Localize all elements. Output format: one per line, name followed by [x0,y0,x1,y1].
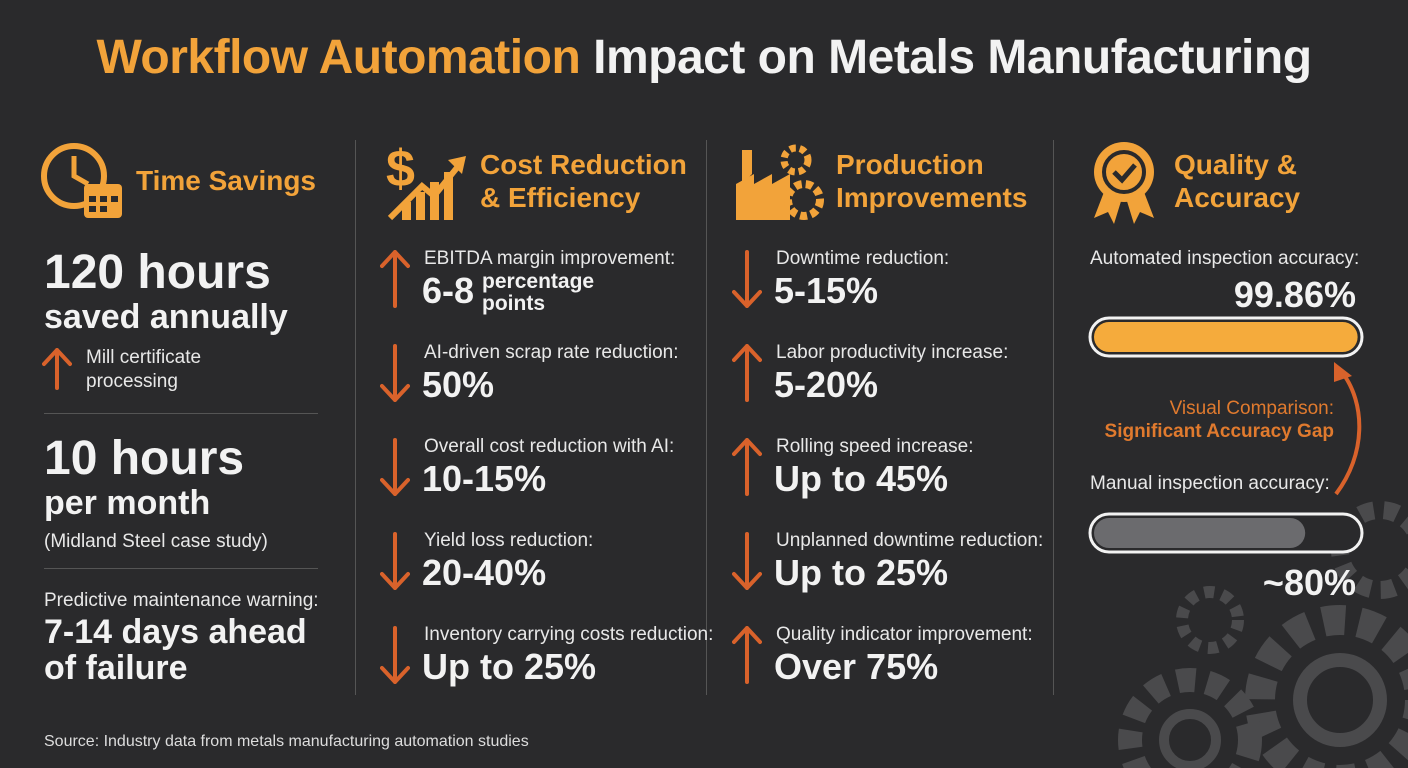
item-value: Up to 25% [774,552,948,594]
item-value: 10-15% [422,458,546,500]
time-sub: per month [44,484,211,522]
item-label: Rolling speed increase: [776,436,974,457]
value-text: Up to 25% [774,552,949,593]
item-label: Labor productivity increase: [776,342,1009,363]
comparison-line2: Significant Accuracy Gap [1104,421,1334,442]
heading-line: Accuracy [1174,182,1301,213]
arrow-down [380,438,410,496]
bar-fill [1094,518,1306,548]
item-label: Overall cost reduction with AI: [424,436,675,457]
item-value: Up to 45% [774,458,948,500]
value-text: 20-40% [422,552,547,593]
divider [1053,140,1054,695]
arrow-path [42,348,72,390]
value-text: Over 75% [774,646,939,687]
accuracy-bars [1088,316,1364,554]
arrow-up [380,250,410,308]
production-heading: Production Improvements [836,148,1027,214]
value-unit: percentage points [482,270,595,316]
item-label: Unplanned downtime reduction: [776,530,1044,551]
arrow-path [732,532,762,590]
manual-value: ~80% [1262,562,1356,603]
heading-line: Improvements [836,182,1028,213]
cost-icon: $ [386,140,466,221]
arrow-down [732,532,762,590]
item-value: 5-20% [774,364,878,406]
separator [44,413,318,414]
heading-line: Production [836,149,984,180]
arrow-down [380,626,410,684]
time-heading: Time Savings [136,165,317,196]
time-note: (Midland Steel case study) [44,531,268,552]
arrow-path [732,344,762,402]
time-big: 120 hours [44,246,271,299]
cost-heading: Cost Reduction & Efficiency [480,148,687,214]
arrow-down [732,250,762,308]
item-label: Downtime reduction: [776,248,950,269]
item-label: EBITDA margin improvement: [424,248,676,269]
value-text: 6-8 [422,270,475,311]
item-label: AI-driven scrap rate reduction: [424,342,679,363]
arrow-path [380,344,410,402]
arrow-path [732,438,762,496]
value-text: Up to 25% [422,646,597,687]
value-text: 5-20% [774,364,879,405]
title-rest: Impact on Metals Manufacturing [593,31,1312,84]
arrow-down [380,344,410,402]
heading-line: Cost Reduction [480,149,687,180]
time-value: 7-14 days ahead of failure [44,613,307,687]
item-value: 20-40% [422,552,546,594]
value-text: 50% [422,364,495,405]
heading-line: Quality & [1174,149,1297,180]
item-value: Over 75% [774,646,938,688]
time-sub: saved annually [44,298,288,336]
item-value: Up to 25% [422,646,596,688]
comparison-line1: Visual Comparison: [1169,398,1334,419]
item-label: Yield loss reduction: [424,530,594,551]
separator [44,568,318,569]
value-text: 5-15% [774,270,879,311]
automated-label: Automated inspection accuracy: [1090,248,1360,269]
arrow-path [380,438,410,496]
item-value: 50% [422,364,494,406]
arrow-up [732,626,762,684]
factory-icon [736,144,824,220]
arrow-down [380,532,410,590]
clock-icon [41,143,122,218]
time-label: Predictive maintenance warning: [44,590,319,611]
divider [355,140,356,695]
arrow-path [732,250,762,308]
value-text: Up to 45% [774,458,949,499]
item-value: 5-15% [774,270,878,312]
arrow-path [380,626,410,684]
arrow-path [380,532,410,590]
arrow-up [732,344,762,402]
item-value: 6-8 percentage points [422,270,612,315]
manual-label: Manual inspection accuracy: [1090,473,1330,494]
arrow-up [42,348,72,390]
automated-value: 99.86% [1233,274,1356,315]
value-text: 10-15% [422,458,547,499]
badge-icon [1094,142,1154,224]
arrow-path [380,250,410,308]
time-note: Mill certificate processing [86,347,202,392]
title: Workflow Automation Impact on Metals Man… [0,30,1408,85]
time-big: 10 hours [44,432,245,485]
bar-fill [1094,322,1358,352]
divider [706,140,707,695]
svg-text:$: $ [386,140,415,198]
quality-heading: Quality & Accuracy [1174,148,1300,214]
arrow-path [732,626,762,684]
arrow-up [732,438,762,496]
source: Source: Industry data from metals manufa… [44,733,529,750]
item-label: Inventory carrying costs reduction: [424,624,714,645]
heading-line: & Efficiency [480,182,641,213]
item-label: Quality indicator improvement: [776,624,1033,645]
title-highlight: Workflow Automation [96,31,581,84]
